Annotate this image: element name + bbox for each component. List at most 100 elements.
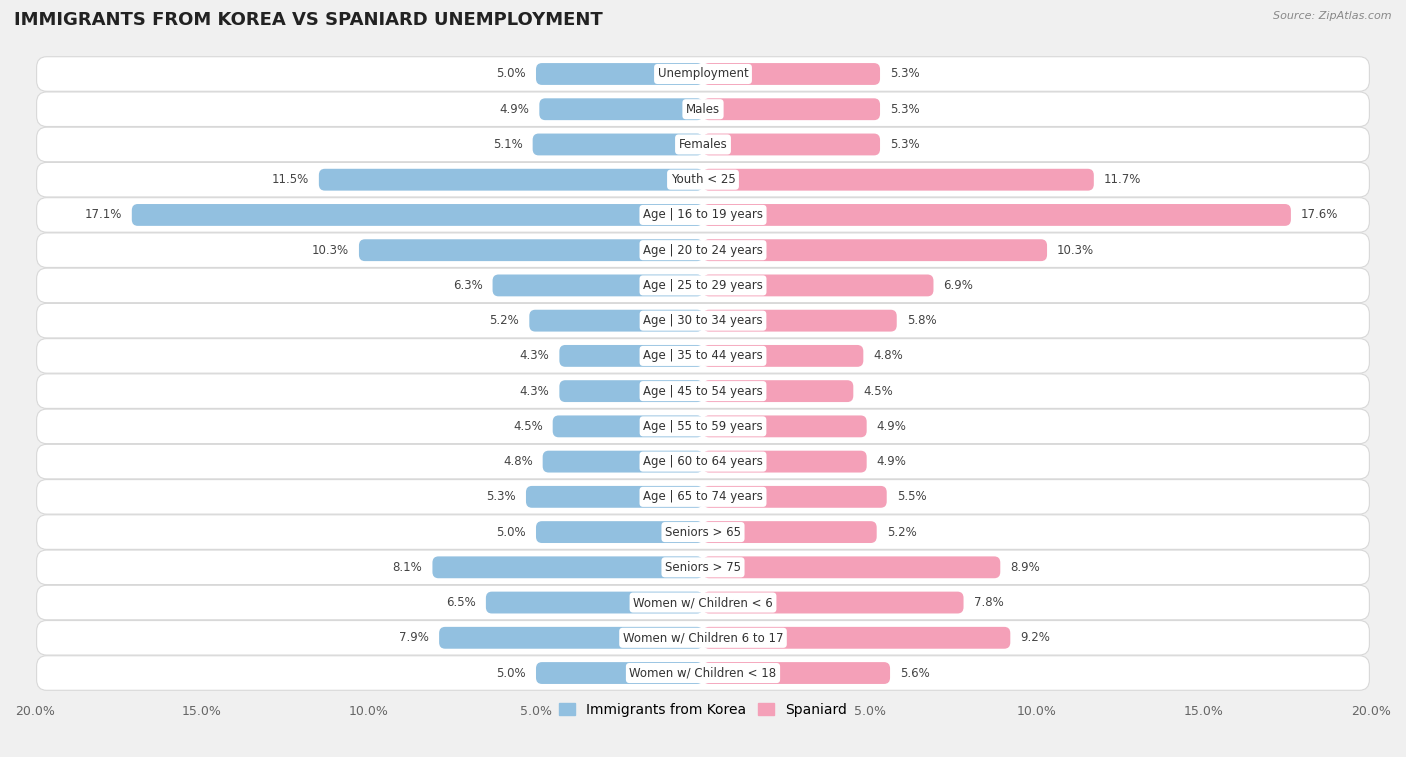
FancyBboxPatch shape xyxy=(703,98,880,120)
FancyBboxPatch shape xyxy=(560,345,703,367)
FancyBboxPatch shape xyxy=(553,416,703,438)
FancyBboxPatch shape xyxy=(703,310,897,332)
FancyBboxPatch shape xyxy=(37,268,1369,303)
Text: 5.8%: 5.8% xyxy=(907,314,936,327)
FancyBboxPatch shape xyxy=(703,486,887,508)
FancyBboxPatch shape xyxy=(703,627,1011,649)
Text: Age | 35 to 44 years: Age | 35 to 44 years xyxy=(643,350,763,363)
Text: Age | 65 to 74 years: Age | 65 to 74 years xyxy=(643,491,763,503)
FancyBboxPatch shape xyxy=(560,380,703,402)
Text: 4.5%: 4.5% xyxy=(863,385,893,397)
Text: Women w/ Children < 6: Women w/ Children < 6 xyxy=(633,596,773,609)
Text: 4.3%: 4.3% xyxy=(520,350,550,363)
Text: Age | 45 to 54 years: Age | 45 to 54 years xyxy=(643,385,763,397)
Text: 10.3%: 10.3% xyxy=(312,244,349,257)
Text: Age | 25 to 29 years: Age | 25 to 29 years xyxy=(643,279,763,292)
FancyBboxPatch shape xyxy=(703,556,1000,578)
Text: 4.8%: 4.8% xyxy=(873,350,903,363)
Text: 17.1%: 17.1% xyxy=(84,208,122,222)
FancyBboxPatch shape xyxy=(536,521,703,543)
Text: Age | 16 to 19 years: Age | 16 to 19 years xyxy=(643,208,763,222)
FancyBboxPatch shape xyxy=(529,310,703,332)
FancyBboxPatch shape xyxy=(37,374,1369,408)
FancyBboxPatch shape xyxy=(37,621,1369,655)
FancyBboxPatch shape xyxy=(703,63,880,85)
FancyBboxPatch shape xyxy=(703,204,1291,226)
FancyBboxPatch shape xyxy=(526,486,703,508)
FancyBboxPatch shape xyxy=(37,550,1369,584)
FancyBboxPatch shape xyxy=(536,63,703,85)
FancyBboxPatch shape xyxy=(703,133,880,155)
FancyBboxPatch shape xyxy=(37,163,1369,197)
Text: 5.3%: 5.3% xyxy=(890,138,920,151)
Text: IMMIGRANTS FROM KOREA VS SPANIARD UNEMPLOYMENT: IMMIGRANTS FROM KOREA VS SPANIARD UNEMPL… xyxy=(14,11,603,30)
FancyBboxPatch shape xyxy=(703,345,863,367)
FancyBboxPatch shape xyxy=(533,133,703,155)
FancyBboxPatch shape xyxy=(37,656,1369,690)
Text: 5.3%: 5.3% xyxy=(890,67,920,80)
Text: Age | 55 to 59 years: Age | 55 to 59 years xyxy=(643,420,763,433)
Text: 7.8%: 7.8% xyxy=(973,596,1004,609)
Text: 5.2%: 5.2% xyxy=(887,525,917,538)
FancyBboxPatch shape xyxy=(703,450,866,472)
Text: 4.9%: 4.9% xyxy=(499,103,529,116)
FancyBboxPatch shape xyxy=(433,556,703,578)
FancyBboxPatch shape xyxy=(37,92,1369,126)
FancyBboxPatch shape xyxy=(543,450,703,472)
FancyBboxPatch shape xyxy=(536,662,703,684)
Text: 6.3%: 6.3% xyxy=(453,279,482,292)
FancyBboxPatch shape xyxy=(132,204,703,226)
Text: 10.3%: 10.3% xyxy=(1057,244,1094,257)
FancyBboxPatch shape xyxy=(37,338,1369,373)
FancyBboxPatch shape xyxy=(703,662,890,684)
Text: 5.1%: 5.1% xyxy=(494,138,523,151)
Text: 4.8%: 4.8% xyxy=(503,455,533,468)
Text: 5.0%: 5.0% xyxy=(496,525,526,538)
FancyBboxPatch shape xyxy=(703,592,963,613)
Text: 5.6%: 5.6% xyxy=(900,666,929,680)
FancyBboxPatch shape xyxy=(703,239,1047,261)
FancyBboxPatch shape xyxy=(37,198,1369,232)
FancyBboxPatch shape xyxy=(540,98,703,120)
Text: Women w/ Children 6 to 17: Women w/ Children 6 to 17 xyxy=(623,631,783,644)
FancyBboxPatch shape xyxy=(37,480,1369,514)
FancyBboxPatch shape xyxy=(703,416,866,438)
Text: 4.9%: 4.9% xyxy=(877,455,907,468)
Text: 17.6%: 17.6% xyxy=(1301,208,1339,222)
Text: Males: Males xyxy=(686,103,720,116)
Text: 9.2%: 9.2% xyxy=(1021,631,1050,644)
FancyBboxPatch shape xyxy=(37,57,1369,92)
FancyBboxPatch shape xyxy=(37,304,1369,338)
Text: 4.5%: 4.5% xyxy=(513,420,543,433)
Legend: Immigrants from Korea, Spaniard: Immigrants from Korea, Spaniard xyxy=(553,697,853,722)
Text: Women w/ Children < 18: Women w/ Children < 18 xyxy=(630,666,776,680)
Text: 5.3%: 5.3% xyxy=(890,103,920,116)
FancyBboxPatch shape xyxy=(37,409,1369,444)
FancyBboxPatch shape xyxy=(37,444,1369,479)
Text: 5.2%: 5.2% xyxy=(489,314,519,327)
Text: Females: Females xyxy=(679,138,727,151)
Text: Seniors > 75: Seniors > 75 xyxy=(665,561,741,574)
Text: 5.5%: 5.5% xyxy=(897,491,927,503)
FancyBboxPatch shape xyxy=(703,169,1094,191)
FancyBboxPatch shape xyxy=(703,380,853,402)
FancyBboxPatch shape xyxy=(37,585,1369,620)
FancyBboxPatch shape xyxy=(439,627,703,649)
Text: Seniors > 65: Seniors > 65 xyxy=(665,525,741,538)
FancyBboxPatch shape xyxy=(703,275,934,296)
Text: Age | 20 to 24 years: Age | 20 to 24 years xyxy=(643,244,763,257)
Text: 8.9%: 8.9% xyxy=(1011,561,1040,574)
Text: 7.9%: 7.9% xyxy=(399,631,429,644)
Text: 8.1%: 8.1% xyxy=(392,561,422,574)
Text: 5.0%: 5.0% xyxy=(496,67,526,80)
Text: 11.7%: 11.7% xyxy=(1104,173,1142,186)
FancyBboxPatch shape xyxy=(492,275,703,296)
Text: Age | 30 to 34 years: Age | 30 to 34 years xyxy=(643,314,763,327)
Text: 11.5%: 11.5% xyxy=(271,173,309,186)
Text: Age | 60 to 64 years: Age | 60 to 64 years xyxy=(643,455,763,468)
Text: 4.3%: 4.3% xyxy=(520,385,550,397)
Text: 6.9%: 6.9% xyxy=(943,279,973,292)
FancyBboxPatch shape xyxy=(37,515,1369,550)
FancyBboxPatch shape xyxy=(37,233,1369,267)
FancyBboxPatch shape xyxy=(486,592,703,613)
